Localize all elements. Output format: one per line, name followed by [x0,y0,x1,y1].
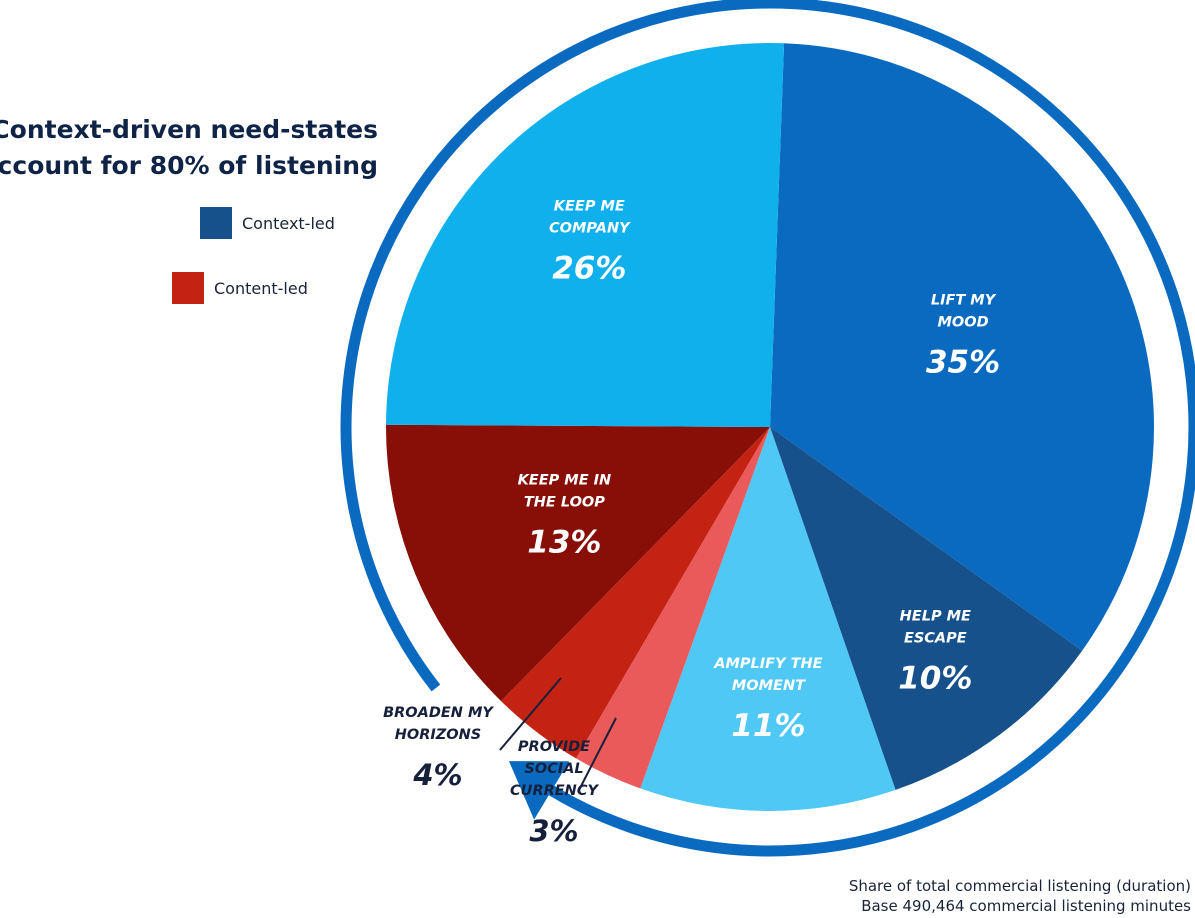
pie-slice [640,427,896,812]
leader-line [577,717,617,793]
arc-arrow [340,0,1195,857]
footnote-line-2: Base 490,464 commercial listening minute… [861,897,1191,915]
arc-arrowhead [508,761,570,820]
footnote-line-1: Share of total commercial listening (dur… [848,877,1191,895]
slice-label: THE LOOP [524,495,605,511]
legend-label-content-led: Content-led [214,278,308,298]
pie-slice [576,427,770,789]
legend-item-content-led: Content-led [172,272,308,304]
slice-label: HELP ME [900,609,971,625]
slice-value-label: 13% [527,525,601,561]
slice-value-label: 10% [898,661,972,697]
slice-value-label: 3% [529,814,578,848]
slice-label: LIFT MY [931,292,997,308]
slice-label: SOCIAL [524,761,583,777]
slice-value-label: 35% [926,344,1000,380]
slice-label: PROVIDE [518,739,590,755]
legend-swatch-context-led [200,207,232,239]
slice-label: HORIZONS [395,727,481,743]
chart-title: Context-driven need-states account for 8… [0,112,378,184]
footnote: Share of total commercial listening (dur… [849,876,1191,916]
slice-label: KEEP ME IN [518,473,612,489]
slice-value-label: 11% [731,708,805,744]
slice-label: KEEP ME [554,198,625,214]
slice-label: AMPLIFY THE [713,656,822,672]
slice-value-label: 4% [412,758,462,792]
legend-item-context-led: Context-led [200,207,335,239]
slice-label: MOMENT [732,678,806,694]
slice-label: COMPANY [549,220,631,236]
pie-slice [501,427,770,759]
pie-slice [386,43,785,428]
slice-label: BROADEN MY [383,705,494,721]
slice-label: ESCAPE [904,631,967,647]
title-line-2: account for 80% of listening [0,151,378,180]
leader-line [499,677,562,751]
legend-swatch-content-led [172,272,204,304]
pie-slice [770,43,1155,651]
slice-value-label: 26% [552,250,626,286]
title-line-1: Context-driven need-states [0,115,378,144]
pie-slice [386,424,770,702]
slice-label: CURRENCY [510,783,599,799]
legend-label-context-led: Context-led [242,213,335,233]
slice-label: MOOD [937,314,988,330]
pie-slice [770,427,1083,790]
